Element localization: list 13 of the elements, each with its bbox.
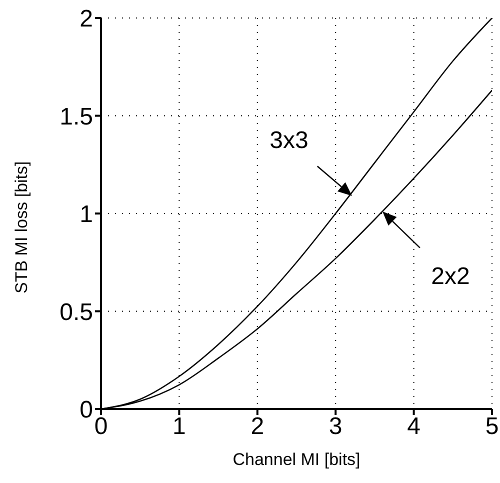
x-tick-label: 1 [172,413,186,440]
y-tick-label: 2 [80,6,93,33]
x-tick-label: 4 [407,413,420,440]
x-axis-title: Channel MI [bits] [232,450,360,469]
y-tick-label: 0.5 [60,298,93,326]
y-tick-label: 1.5 [60,103,93,130]
annotation: 2x2 [431,262,470,290]
x-tick-label: 5 [485,413,499,440]
x-tick-label: 3 [328,413,342,440]
y-axis-title: STB MI loss [bits] [12,161,32,294]
y-tick-label: 1 [80,201,93,228]
x-tick-label: 2 [250,413,264,440]
annotation: 3x3 [270,127,308,154]
